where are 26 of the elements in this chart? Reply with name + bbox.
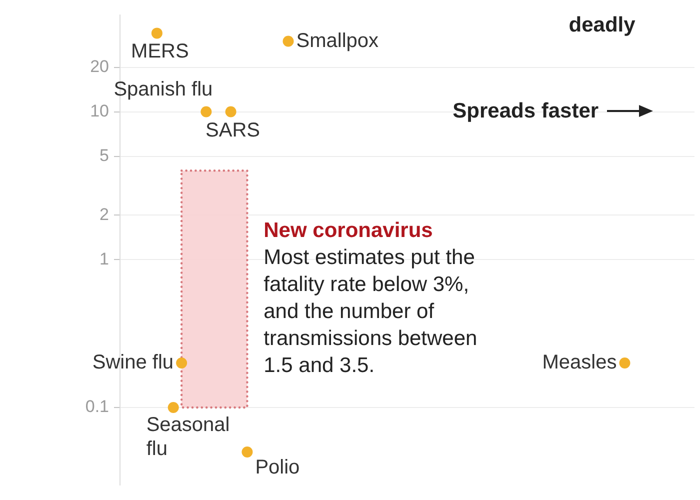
- annotation: Most estimates put the fatality rate below 3%, and the number of transmissions between 1.5 and 3.5.: [264, 246, 478, 378]
- point: [168, 402, 179, 413]
- annotation: Spreads faster: [452, 99, 599, 122]
- annotation: Smallpox: [296, 30, 379, 52]
- point: [176, 357, 188, 368]
- annotation: New coronavirus: [264, 219, 433, 242]
- point: [242, 446, 253, 458]
- annotation: Measles: [542, 351, 617, 374]
- annotation: Swine flu: [92, 351, 174, 374]
- annotation: MERS: [131, 40, 189, 63]
- y-tick-label: 5: [100, 146, 109, 165]
- annotation: Seasonal flu: [146, 414, 230, 460]
- y-tick-label: 2: [100, 204, 109, 224]
- annotation: Spanish flu: [114, 78, 213, 100]
- point: [282, 36, 294, 47]
- y-tick-label: 0.1: [85, 397, 109, 416]
- y-tick-label: 1: [100, 249, 109, 268]
- annotation: SARS: [206, 119, 260, 142]
- point: [619, 357, 630, 368]
- y-tick-label: 20: [90, 56, 109, 76]
- annotation: deadly: [568, 13, 636, 36]
- point: [225, 106, 236, 118]
- point: [200, 106, 212, 118]
- annotation: Polio: [255, 456, 300, 479]
- point: [151, 28, 162, 39]
- y-tick-label: 10: [90, 101, 109, 120]
